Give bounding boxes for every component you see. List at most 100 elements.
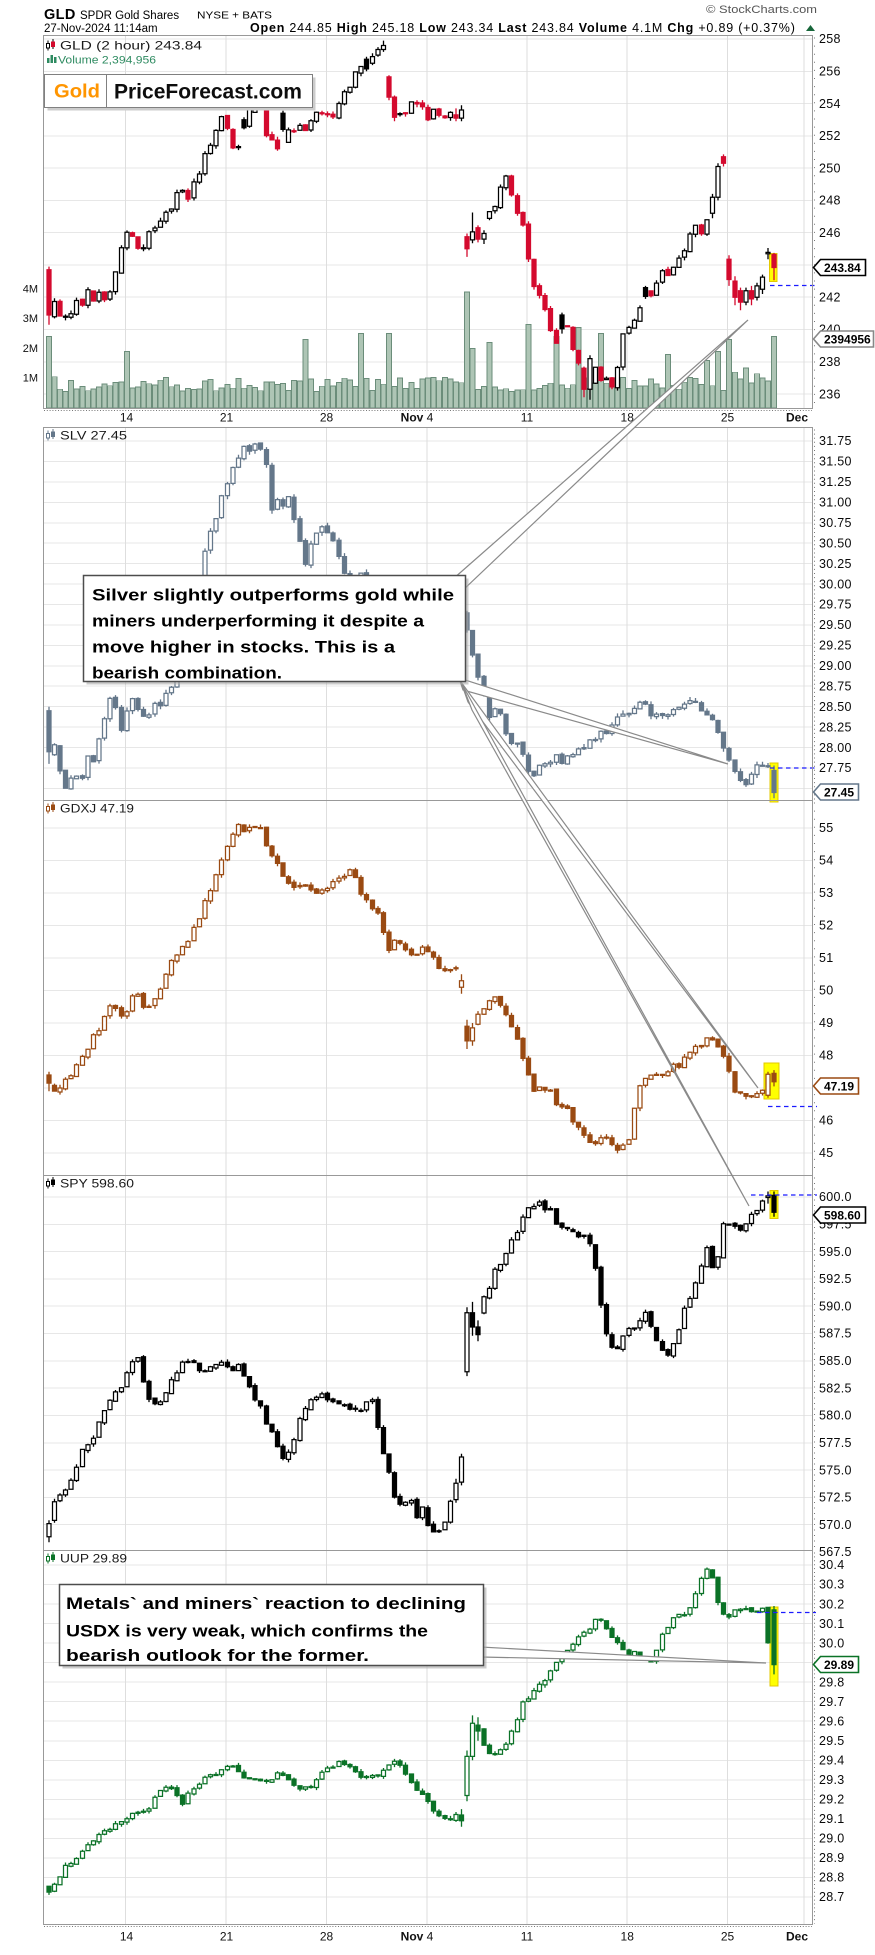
svg-text:52: 52 xyxy=(819,919,834,933)
svg-text:GLD (2 hour) 243.84: GLD (2 hour) 243.84 xyxy=(60,39,202,53)
svg-text:2M: 2M xyxy=(23,343,38,355)
svg-text:29.4: 29.4 xyxy=(819,1754,845,1768)
svg-text:Open 244.85 High 245.18 Low 24: Open 244.85 High 245.18 Low 243.34 Last … xyxy=(250,21,796,35)
svg-text:46: 46 xyxy=(819,1114,834,1128)
svg-text:51: 51 xyxy=(819,951,834,965)
svg-text:28.25: 28.25 xyxy=(819,720,852,734)
svg-text:2394956: 2394956 xyxy=(824,332,871,346)
svg-text:27.75: 27.75 xyxy=(819,761,852,775)
svg-text:11: 11 xyxy=(521,1930,534,1944)
svg-text:Gold: Gold xyxy=(54,82,100,103)
svg-text:30.75: 30.75 xyxy=(819,516,852,530)
svg-text:256: 256 xyxy=(819,65,841,79)
svg-text:29.75: 29.75 xyxy=(819,598,852,612)
svg-text:595.0: 595.0 xyxy=(819,1245,852,1259)
svg-text:53: 53 xyxy=(819,886,834,900)
svg-text:PriceForecast.com: PriceForecast.com xyxy=(114,81,302,104)
svg-text:572.5: 572.5 xyxy=(819,1491,852,1505)
svg-text:25: 25 xyxy=(721,1930,735,1944)
svg-text:29.50: 29.50 xyxy=(819,618,852,632)
svg-text:45: 45 xyxy=(819,1146,834,1160)
svg-text:30.2: 30.2 xyxy=(819,1597,845,1611)
svg-text:28: 28 xyxy=(320,411,334,425)
svg-text:move higher in stocks. This is: move higher in stocks. This is a xyxy=(92,638,396,657)
svg-text:585.0: 585.0 xyxy=(819,1354,852,1368)
svg-text:30.25: 30.25 xyxy=(819,557,852,571)
svg-text:28.75: 28.75 xyxy=(819,680,852,694)
svg-text:29.89: 29.89 xyxy=(824,1658,854,1672)
svg-text:28.00: 28.00 xyxy=(819,741,852,755)
svg-text:4M: 4M xyxy=(23,283,38,295)
svg-text:600.0: 600.0 xyxy=(819,1190,852,1204)
svg-text:28.9: 28.9 xyxy=(819,1851,845,1865)
svg-text:592.5: 592.5 xyxy=(819,1272,852,1286)
svg-text:30.00: 30.00 xyxy=(819,577,852,591)
svg-text:29.2: 29.2 xyxy=(819,1793,845,1807)
svg-text:1M: 1M xyxy=(23,373,38,385)
svg-text:31.50: 31.50 xyxy=(819,455,852,469)
svg-text:582.5: 582.5 xyxy=(819,1381,852,1395)
svg-text:55: 55 xyxy=(819,821,834,835)
svg-text:28: 28 xyxy=(320,1930,334,1944)
svg-text:USDX is very weak, which confi: USDX is very weak, which confirms the xyxy=(66,1622,428,1641)
svg-text:575.0: 575.0 xyxy=(819,1463,852,1477)
svg-text:14: 14 xyxy=(120,411,134,425)
svg-text:29.00: 29.00 xyxy=(819,659,852,673)
svg-text:30.1: 30.1 xyxy=(819,1617,845,1631)
svg-text:27-Nov-2024 11:14am: 27-Nov-2024 11:14am xyxy=(44,23,158,35)
svg-text:14: 14 xyxy=(120,1930,134,1944)
svg-text:29.25: 29.25 xyxy=(819,639,852,653)
svg-text:29.6: 29.6 xyxy=(819,1714,845,1728)
svg-text:30.4: 30.4 xyxy=(819,1558,845,1572)
svg-text:29.3: 29.3 xyxy=(819,1773,845,1787)
svg-text:238: 238 xyxy=(819,355,841,369)
svg-text:570.0: 570.0 xyxy=(819,1518,852,1532)
svg-text:31.75: 31.75 xyxy=(819,434,852,448)
svg-text:21: 21 xyxy=(220,411,234,425)
svg-text:Volume 2,394,956: Volume 2,394,956 xyxy=(58,55,156,67)
svg-text:SPY 598.60: SPY 598.60 xyxy=(60,1177,134,1191)
svg-text:Silver slightly outperforms go: Silver slightly outperforms gold while xyxy=(92,586,454,605)
svg-text:11: 11 xyxy=(521,411,534,425)
svg-text:bearish combination.: bearish combination. xyxy=(92,664,282,683)
svg-text:580.0: 580.0 xyxy=(819,1409,852,1423)
svg-text:GDXJ 47.19: GDXJ 47.19 xyxy=(60,802,134,816)
svg-text:28.50: 28.50 xyxy=(819,700,852,714)
svg-text:NYSE + BATS: NYSE + BATS xyxy=(197,11,272,22)
svg-text:250: 250 xyxy=(819,161,841,175)
svg-text:252: 252 xyxy=(819,129,841,143)
svg-text:miners underperforming it desp: miners underperforming it despite a xyxy=(92,612,425,631)
svg-text:258: 258 xyxy=(819,32,841,46)
svg-text:236: 236 xyxy=(819,387,841,401)
svg-text:577.5: 577.5 xyxy=(819,1436,852,1450)
svg-text:246: 246 xyxy=(819,226,841,240)
svg-text:248: 248 xyxy=(819,194,841,208)
svg-text:30.50: 30.50 xyxy=(819,536,852,550)
svg-text:50: 50 xyxy=(819,984,834,998)
svg-text:25: 25 xyxy=(721,411,735,425)
svg-text:21: 21 xyxy=(220,1930,234,1944)
svg-text:47.19: 47.19 xyxy=(824,1079,854,1093)
svg-text:29.1: 29.1 xyxy=(819,1812,845,1826)
svg-text:18: 18 xyxy=(621,1930,635,1944)
svg-text:243.84: 243.84 xyxy=(824,261,861,275)
svg-text:29.7: 29.7 xyxy=(819,1695,845,1709)
svg-text:GLD: GLD xyxy=(44,7,76,23)
svg-text:587.5: 587.5 xyxy=(819,1327,852,1341)
svg-text:48: 48 xyxy=(819,1049,834,1063)
svg-text:Nov 4: Nov 4 xyxy=(401,1930,434,1944)
svg-text:31.25: 31.25 xyxy=(819,475,852,489)
svg-text:598.60: 598.60 xyxy=(824,1208,861,1222)
svg-text:SPDR Gold Shares: SPDR Gold Shares xyxy=(80,10,179,22)
svg-text:28.8: 28.8 xyxy=(819,1871,845,1885)
svg-text:30.0: 30.0 xyxy=(819,1636,845,1650)
svg-text:Dec: Dec xyxy=(786,411,808,425)
svg-text:49: 49 xyxy=(819,1016,834,1030)
svg-text:bearish outlook for the former: bearish outlook for the former. xyxy=(66,1646,369,1665)
svg-text:27.45: 27.45 xyxy=(824,785,854,799)
svg-text:242: 242 xyxy=(819,290,841,304)
svg-text:31.00: 31.00 xyxy=(819,496,852,510)
svg-text:18: 18 xyxy=(621,411,635,425)
svg-text:3M: 3M xyxy=(23,313,38,325)
svg-text:254: 254 xyxy=(819,97,841,111)
